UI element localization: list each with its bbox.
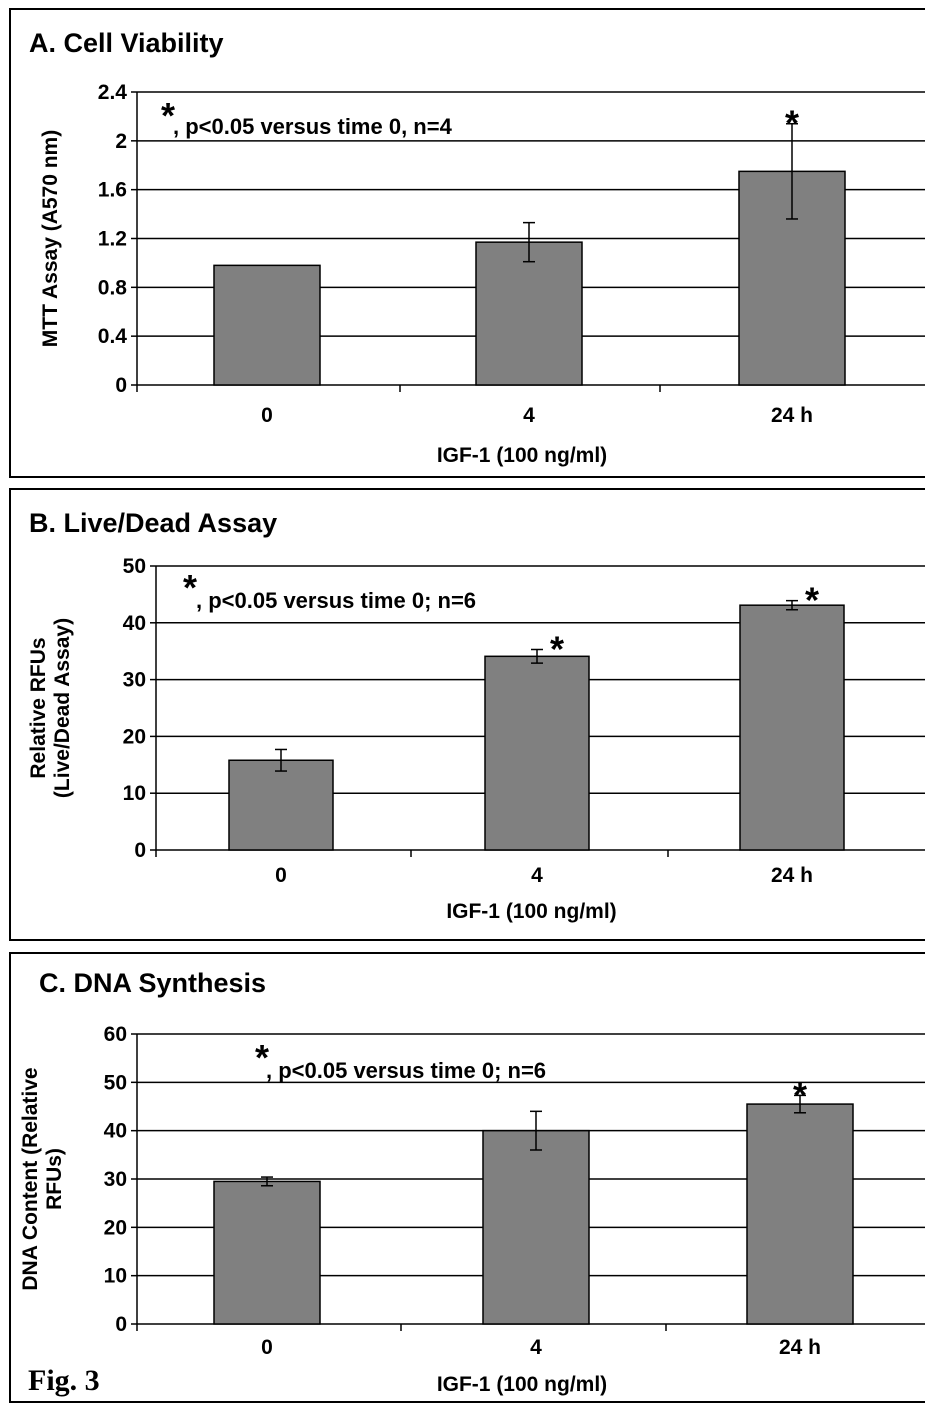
bar (213, 1180, 321, 1325)
y-axis-label: (Live/Dead Assay) (51, 618, 74, 798)
y-tick-label: 10 (123, 782, 146, 805)
significance-star: * (793, 1074, 807, 1115)
y-tick-label: 0.4 (98, 325, 128, 348)
y-tick-label: 10 (104, 1265, 127, 1288)
chart-live-dead-assay: B. Live/Dead Assay 0 10 20 30 40 50 0 * 4 * 24 h IGF… (27, 508, 925, 923)
panel-dna-synthesis: C. DNA Synthesis 0 10 20 30 40 50 60 0 4 * 24 h IGF-… (9, 952, 925, 1403)
y-axis-label: DNA Content (Relative (19, 1067, 42, 1290)
y-tick-label: 30 (104, 1168, 127, 1191)
bar (746, 1103, 854, 1325)
y-tick-label: 0 (134, 839, 146, 862)
chart-title: B. Live/Dead Assay (29, 508, 277, 538)
chart-title: C. DNA Synthesis (39, 968, 266, 998)
bar (228, 759, 334, 851)
x-category-label: 4 (531, 864, 543, 887)
x-category-label: 4 (523, 404, 535, 427)
panel-cell-viability: A. Cell Viability 0 0.4 0.8 1.2 1.6 2 2.4 0 4 * 24 … (9, 8, 925, 478)
bar (213, 264, 321, 386)
bar (484, 655, 590, 851)
figure-label: Fig. 3 (28, 1364, 100, 1397)
bar (738, 170, 846, 386)
x-category-label: 4 (530, 1336, 542, 1359)
y-tick-label: 40 (104, 1120, 127, 1143)
chart-title: A. Cell Viability (29, 28, 224, 58)
significance-star: * (805, 580, 819, 621)
y-tick-label: 0 (115, 374, 127, 397)
y-axis-label: Relative RFUs (27, 637, 50, 778)
y-axis-label: MTT Assay (A570 nm) (39, 130, 62, 347)
y-axis-label: RFUs) (43, 1148, 66, 1210)
chart-cell-viability: A. Cell Viability 0 0.4 0.8 1.2 1.6 2 2.4 0 4 * 24 … (29, 28, 925, 467)
panel-live-dead-assay: B. Live/Dead Assay 0 10 20 30 40 50 0 * 4 * 24 h IGF… (9, 488, 925, 941)
y-tick-label: 60 (104, 1023, 127, 1046)
y-tick-label: 0.8 (98, 276, 128, 299)
x-category-label: 0 (261, 1336, 273, 1359)
bar (482, 1129, 590, 1325)
chart-dna-synthesis: C. DNA Synthesis 0 10 20 30 40 50 60 0 4 * 24 h IGF-… (19, 968, 925, 1396)
y-tick-label: 30 (123, 669, 146, 692)
x-category-label: 24 h (771, 864, 813, 887)
significance-star: * (785, 103, 799, 144)
significance-note: , p<0.05 versus time 0; n=6 (266, 1058, 546, 1083)
x-axis-label: IGF-1 (100 ng/ml) (437, 1373, 607, 1396)
y-tick-label: 1.2 (98, 228, 127, 251)
y-tick-label: 2.4 (98, 81, 128, 104)
y-tick-label: 50 (104, 1071, 127, 1094)
y-tick-label: 2 (115, 130, 127, 153)
y-tick-label: 20 (123, 725, 146, 748)
y-tick-label: 40 (123, 612, 146, 635)
bar (475, 241, 583, 386)
note-star: * (183, 567, 197, 608)
x-category-label: 24 h (779, 1336, 821, 1359)
y-tick-label: 1.6 (98, 179, 127, 202)
y-tick-label: 0 (115, 1313, 127, 1336)
note-star: * (255, 1037, 269, 1078)
significance-star: * (550, 628, 564, 669)
x-category-label: 24 h (771, 404, 813, 427)
x-axis-label: IGF-1 (100 ng/ml) (446, 900, 616, 923)
x-category-label: 0 (275, 864, 287, 887)
bar (739, 604, 845, 851)
x-axis-label: IGF-1 (100 ng/ml) (437, 444, 607, 467)
y-tick-label: 50 (123, 555, 146, 578)
significance-note: , p<0.05 versus time 0; n=6 (196, 588, 476, 613)
significance-note: , p<0.05 versus time 0, n=4 (173, 114, 453, 139)
y-tick-label: 20 (104, 1216, 127, 1239)
note-star: * (161, 95, 175, 136)
x-category-label: 0 (261, 404, 273, 427)
